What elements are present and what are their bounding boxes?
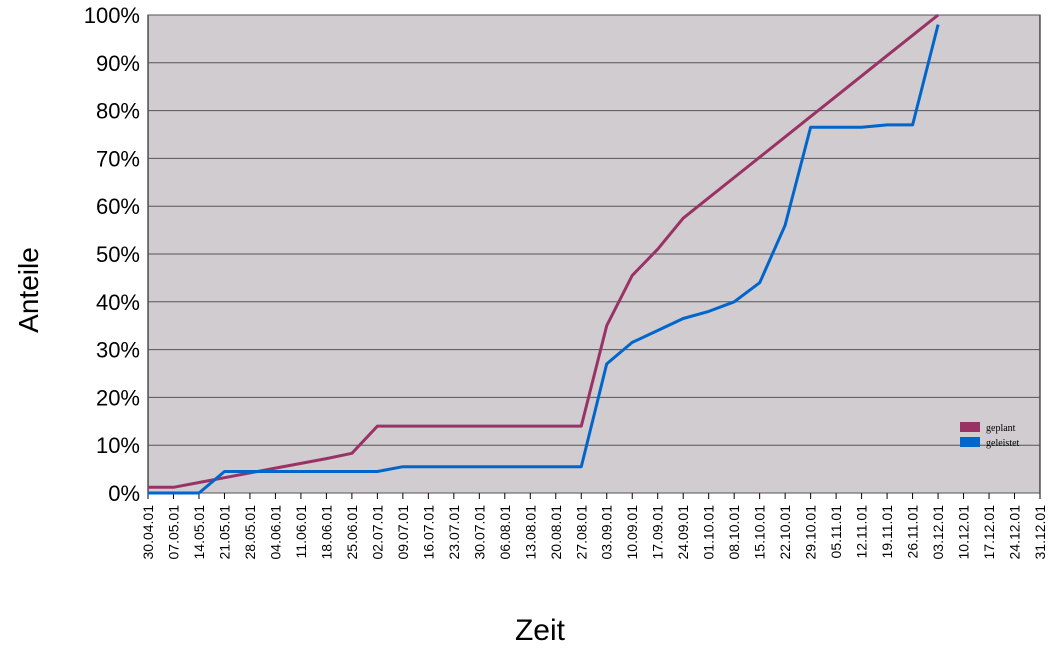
x-tick-label: 17.12.01 — [981, 505, 997, 560]
x-tick-label: 24.12.01 — [1007, 505, 1023, 560]
x-tick-label: 24.09.01 — [675, 505, 691, 560]
x-tick-label: 30.04.01 — [140, 505, 156, 560]
y-tick-label: 30% — [96, 338, 140, 363]
x-tick-label: 03.09.01 — [599, 505, 615, 560]
y-tick-label: 20% — [96, 385, 140, 410]
y-tick-label: 40% — [96, 290, 140, 315]
x-tick-label: 02.07.01 — [369, 505, 385, 560]
legend-label: geplant — [986, 423, 1016, 434]
x-tick-label: 15.10.01 — [752, 505, 768, 560]
y-axis-label: Anteile — [13, 247, 44, 333]
x-tick-label: 27.08.01 — [573, 505, 589, 560]
x-tick-label: 08.10.01 — [726, 505, 742, 560]
x-tick-label: 09.07.01 — [395, 505, 411, 560]
y-tick-label: 50% — [96, 242, 140, 267]
legend-label: geleistet — [986, 438, 1020, 449]
x-tick-label: 14.05.01 — [191, 505, 207, 560]
x-tick-label: 10.12.01 — [956, 505, 972, 560]
x-tick-label: 23.07.01 — [446, 505, 462, 560]
x-tick-label: 10.09.01 — [624, 505, 640, 560]
y-tick-label: 90% — [96, 51, 140, 76]
x-tick-label: 26.11.01 — [905, 505, 921, 559]
x-tick-label: 12.11.01 — [854, 505, 870, 559]
x-tick-label: 30.07.01 — [471, 505, 487, 560]
x-tick-label: 31.12.01 — [1032, 505, 1048, 560]
x-tick-label: 05.11.01 — [828, 505, 844, 559]
y-tick-label: 70% — [96, 146, 140, 171]
x-tick-label: 22.10.01 — [777, 505, 793, 560]
x-tick-label: 21.05.01 — [216, 505, 232, 560]
series-line — [148, 24, 940, 495]
y-tick-label: 80% — [96, 99, 140, 124]
legend-swatch — [960, 437, 980, 447]
x-tick-label: 19.11.01 — [879, 505, 895, 559]
x-tick-label: 16.07.01 — [420, 505, 436, 560]
x-axis-label: Zeit — [515, 614, 566, 647]
x-tick-label: 25.06.01 — [344, 505, 360, 560]
x-tick-label: 20.08.01 — [548, 505, 564, 560]
x-tick-label: 29.10.01 — [803, 505, 819, 560]
x-tick-label: 17.09.01 — [650, 505, 666, 560]
x-tick-label: 03.12.01 — [930, 505, 946, 560]
x-tick-label: 01.10.01 — [701, 505, 717, 560]
x-tick-label: 04.06.01 — [267, 505, 283, 560]
y-tick-label: 100% — [84, 3, 140, 28]
x-tick-label: 28.05.01 — [242, 505, 258, 560]
series-line — [148, 13, 940, 489]
x-tick-label: 06.08.01 — [497, 505, 513, 560]
x-tick-label: 07.05.01 — [165, 505, 181, 560]
x-tick-label: 13.08.01 — [522, 505, 538, 560]
y-tick-label: 10% — [96, 433, 140, 458]
x-tick-label: 18.06.01 — [318, 505, 334, 560]
legend-swatch — [960, 422, 980, 432]
y-tick-label: 0% — [108, 481, 140, 506]
x-tick-label: 11.06.01 — [293, 505, 309, 559]
y-tick-label: 60% — [96, 194, 140, 219]
